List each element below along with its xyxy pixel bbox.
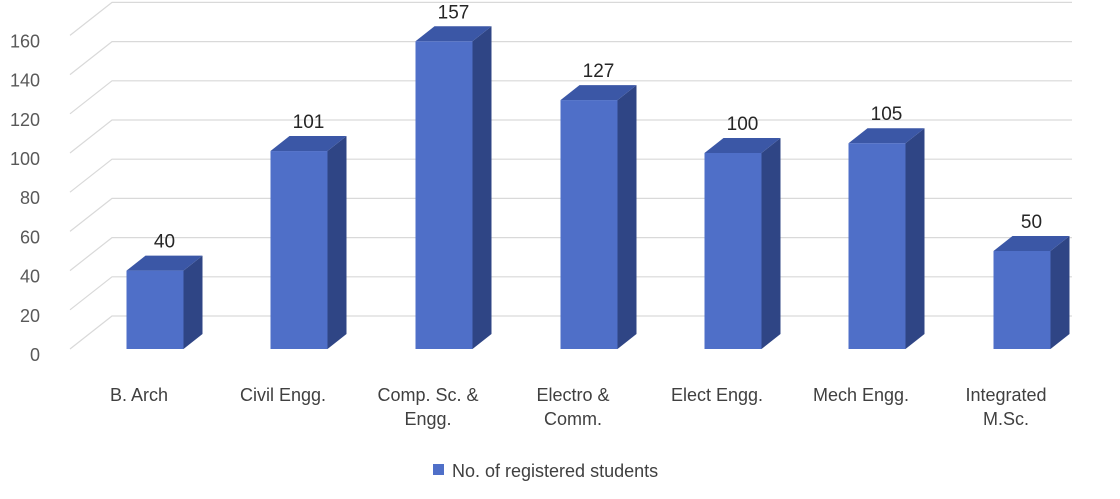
bar-front [126, 270, 184, 349]
bar-top [126, 255, 203, 271]
x-tick-label: Civil Engg. [240, 385, 326, 405]
bar [993, 236, 1070, 349]
x-tick-label: Elect Engg. [671, 385, 763, 405]
legend-label: No. of registered students [452, 461, 658, 481]
y-tick-label: 140 [10, 71, 40, 91]
legend-swatch [433, 464, 444, 475]
bar [560, 85, 637, 349]
y-tick-label: 0 [30, 345, 40, 365]
x-tick-label: B. Arch [110, 385, 168, 405]
data-label: 157 [438, 2, 470, 23]
bar-top [704, 138, 781, 153]
x-tick-label: Mech Engg. [813, 385, 909, 405]
data-label: 127 [583, 61, 615, 82]
bar-top [560, 85, 637, 101]
data-label: 50 [1021, 212, 1042, 233]
legend: No. of registered students [433, 461, 658, 481]
y-tick-label: 120 [10, 110, 40, 130]
bar [848, 128, 925, 349]
x-tick-label: Electro & Comm. [536, 385, 609, 429]
y-tick-label: 160 [10, 31, 40, 51]
gridlines [69, 1, 1072, 350]
bar-side [1050, 236, 1070, 349]
y-tick-label: 80 [20, 188, 40, 208]
data-label: 40 [154, 232, 175, 253]
gridline [69, 119, 1072, 154]
data-label: 101 [293, 112, 325, 133]
y-axis: 0 20 40 60 80 100 120 140 160 [10, 31, 40, 365]
data-label: 105 [871, 104, 903, 125]
bar-top [848, 128, 925, 144]
bar-front [704, 153, 762, 349]
bar-top [415, 26, 492, 42]
bar-side [617, 85, 637, 349]
data-label: 100 [727, 114, 759, 135]
gridline [69, 80, 1072, 115]
y-tick-label: 60 [20, 227, 40, 247]
data-labels: 40 101 157 127 100 105 50 [154, 2, 1042, 252]
bars [126, 26, 1070, 350]
bar [126, 255, 203, 349]
bar-side [472, 26, 492, 350]
y-tick-label: 40 [20, 267, 40, 287]
y-tick-label: 100 [10, 149, 40, 169]
x-tick-label: Integrated M.Sc. [965, 385, 1046, 429]
bar-front [848, 143, 906, 349]
y-tick-label: 20 [20, 306, 40, 326]
bar-front [415, 41, 473, 349]
bar-side [183, 255, 203, 349]
bar [415, 26, 492, 350]
x-tick-label: Comp. Sc. & Engg. [377, 385, 478, 429]
x-axis: B. Arch Civil Engg. Comp. Sc. & Engg. Electr… [110, 385, 1047, 429]
bar-side [905, 128, 925, 349]
bar-top [270, 136, 347, 152]
gridline [69, 1, 1072, 36]
bar-side [327, 136, 347, 349]
bar [704, 138, 781, 349]
bar [270, 136, 347, 349]
bar-front [993, 251, 1051, 349]
bar-top [993, 236, 1070, 251]
bar-front [560, 100, 618, 349]
gridline [69, 40, 1072, 76]
bar-front [270, 151, 328, 349]
bar-side [761, 138, 781, 349]
